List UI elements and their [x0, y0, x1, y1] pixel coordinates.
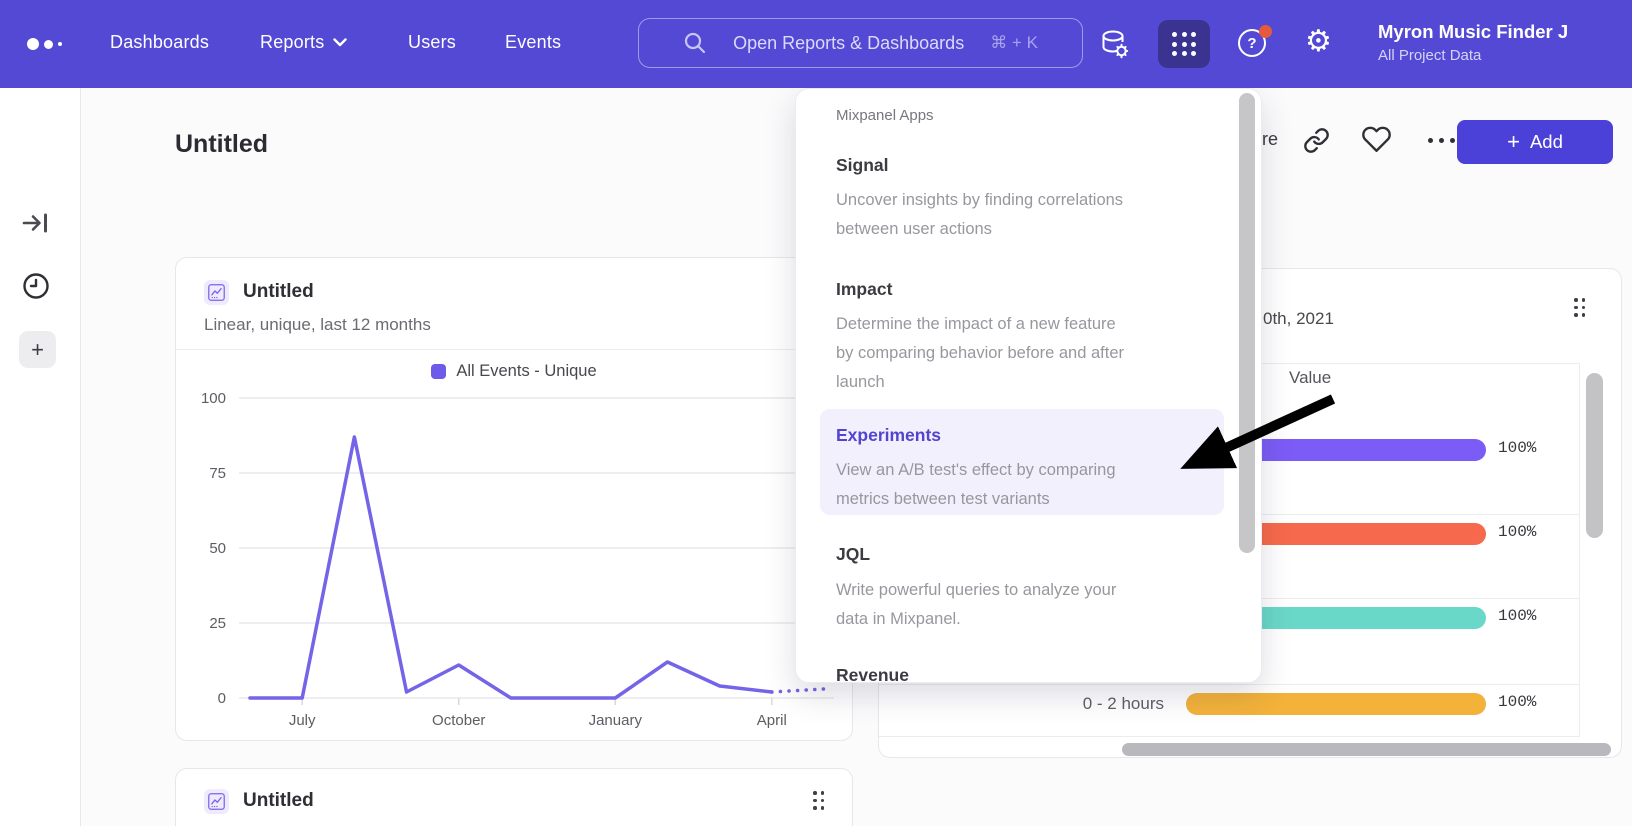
heart-icon [1362, 126, 1391, 152]
page-title: Untitled [175, 130, 269, 158]
table-right-border [1579, 363, 1580, 737]
settings-gear-icon[interactable]: ⚙ [1305, 24, 1332, 59]
share-button-partial[interactable]: re [1262, 129, 1279, 149]
nav-item-dashboards[interactable]: Dashboards [110, 32, 210, 52]
project-switcher[interactable]: Myron Music Finder J All Project Data [1378, 21, 1632, 64]
line-chart-card: Untitled Linear, unique, last 12 months … [175, 257, 853, 741]
value-bar [1186, 693, 1486, 715]
second-chart-card: Untitled [175, 768, 853, 826]
apps-grid-button[interactable] [1158, 20, 1210, 68]
history-clock-icon [23, 273, 49, 299]
active-item-highlight [820, 409, 1224, 515]
report-subtitle: Linear, unique, last 12 months [204, 315, 431, 334]
search-shortcut: ⌘ + K [990, 33, 1038, 52]
horizontal-scrollbar[interactable] [1122, 743, 1611, 756]
report-title[interactable]: Untitled [243, 281, 314, 302]
chart-line-icon [204, 280, 229, 305]
apps-menu-item-signal[interactable]: Signal [836, 155, 889, 175]
chart-line-icon [204, 789, 229, 814]
nav-item-users[interactable]: Users [408, 32, 457, 52]
user-project-name: Myron Music Finder J [1378, 21, 1569, 42]
search-icon [684, 32, 706, 54]
top-nav-bar: Dashboards Reports Users Events Open Rep… [0, 0, 1632, 88]
add-dashboard-button[interactable]: + [19, 331, 56, 368]
column-header-value: Value [1289, 368, 1332, 387]
apps-menu-desc-experiments: View an A/B test's effect by comparing m… [836, 461, 1116, 508]
svg-text:50: 50 [209, 540, 226, 557]
table-row[interactable]: 0 - 2 hours 100% [879, 684, 1579, 736]
help-icon: ? [1238, 29, 1266, 57]
apps-menu-item-revenue[interactable]: Revenue [836, 665, 909, 683]
legend-swatch [431, 364, 447, 379]
apps-menu-item-impact[interactable]: Impact [836, 279, 893, 299]
favorite-button[interactable] [1361, 124, 1392, 158]
link-icon [1304, 128, 1329, 153]
collapse-right-icon [22, 213, 47, 233]
help-button[interactable]: ? [1238, 25, 1272, 59]
svg-text:January: January [589, 712, 643, 729]
plus-icon: + [1507, 129, 1520, 154]
mixpanel-logo[interactable] [27, 38, 62, 50]
svg-text:July: July [289, 712, 316, 729]
data-management-icon[interactable] [1100, 29, 1130, 66]
apps-menu-item-jql[interactable]: JQL [836, 544, 871, 564]
apps-menu-desc-impact: Determine the impact of a new feature by… [836, 315, 1125, 391]
legend-label: All Events - Unique [456, 362, 597, 380]
drag-handle-icon[interactable] [1574, 298, 1585, 317]
svg-text:0: 0 [218, 690, 226, 707]
chevron-down-icon [333, 38, 348, 47]
svg-text:25: 25 [209, 615, 226, 632]
apps-menu-item-experiments[interactable]: Experiments [836, 425, 942, 445]
svg-text:75: 75 [209, 465, 226, 482]
svg-text:April: April [757, 712, 787, 729]
more-ellipsis-icon [1428, 138, 1433, 143]
drag-handle-icon[interactable] [813, 791, 824, 810]
report-subtitle-partial: 0th, 2021 [1263, 309, 1334, 328]
global-search-input[interactable]: Open Reports & Dashboards ⌘ + K [638, 18, 1083, 68]
recent-history-button[interactable] [22, 272, 50, 305]
nav-item-reports[interactable]: Reports [260, 32, 348, 53]
apps-menu-desc-signal: Uncover insights by finding correlations… [836, 191, 1124, 238]
chart-legend: All Events - Unique [176, 362, 852, 381]
copy-link-button[interactable] [1303, 127, 1330, 159]
vertical-scrollbar[interactable] [1586, 373, 1603, 538]
add-plus-icon: + [31, 336, 44, 362]
notification-dot [1259, 25, 1272, 38]
apps-grid-icon [1172, 32, 1196, 56]
mixpanel-apps-menu: Mixpanel Apps Signal Uncover insights by… [795, 88, 1262, 683]
more-options-button[interactable] [1428, 138, 1455, 143]
data-scope-label: All Project Data [1378, 47, 1482, 64]
search-placeholder: Open Reports & Dashboards [733, 32, 965, 53]
nav-item-events[interactable]: Events [505, 32, 562, 52]
apps-menu-desc-jql: Write powerful queries to analyze your d… [836, 581, 1117, 628]
add-report-button[interactable]: + Add [1457, 120, 1613, 164]
left-rail: + [0, 88, 81, 826]
expand-sidebar-button[interactable] [22, 210, 50, 241]
report-title[interactable]: Untitled [243, 790, 314, 811]
card-divider [176, 349, 852, 350]
svg-text:October: October [432, 712, 485, 729]
apps-menu-header: Mixpanel Apps [836, 107, 934, 124]
svg-text:100: 100 [201, 390, 226, 407]
line-chart: 0 25 50 75 100 July October January April [201, 390, 834, 729]
menu-scrollbar[interactable] [1239, 93, 1255, 553]
